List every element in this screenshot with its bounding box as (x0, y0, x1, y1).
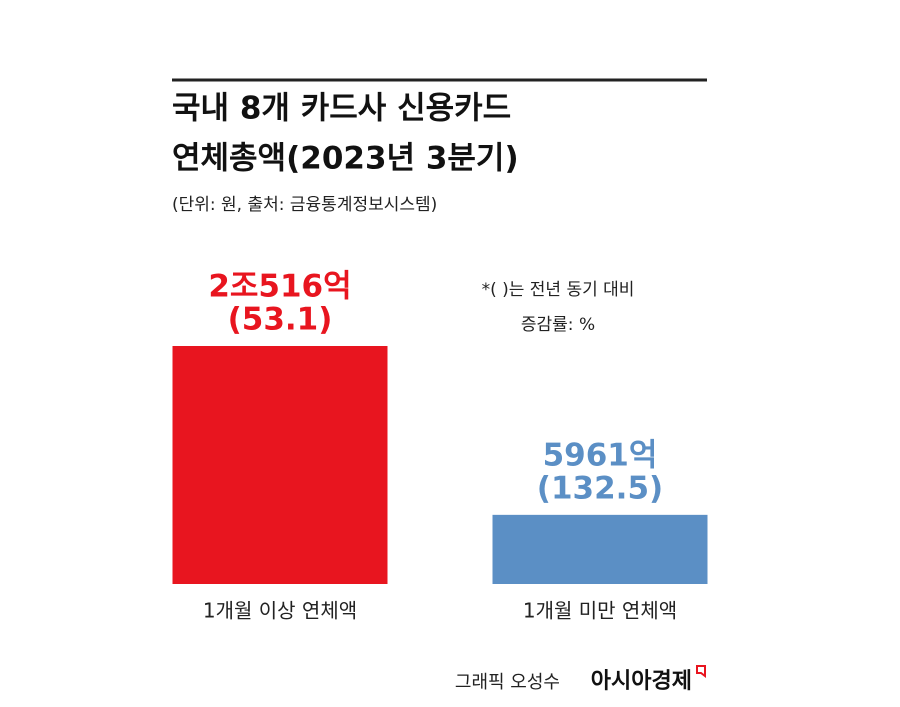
chart-title: 연체총액(2023년 3분기) (172, 141, 519, 177)
change-label: (53.1) (228, 302, 333, 338)
value-label: 2조516억 (208, 269, 351, 305)
x-tick-label: 1개월 미만 연체액 (523, 599, 677, 623)
note: 증감률: % (521, 315, 595, 335)
logo-icon (696, 665, 706, 678)
bar (492, 514, 708, 584)
value-label: 5961억 (543, 437, 658, 473)
x-tick-label: 1개월 이상 연체액 (203, 599, 357, 623)
change-label: (132.5) (537, 470, 663, 506)
credit: 그래픽 오성수 (455, 672, 560, 693)
chart-subtitle: (단위: 원, 출처: 금융통계정보시스템) (172, 195, 437, 215)
bar (172, 346, 388, 584)
note: *( )는 전년 동기 대비 (482, 280, 635, 300)
logo: 아시아경제 (591, 669, 692, 694)
chart-title: 국내 8개 카드사 신용카드 (172, 91, 511, 127)
